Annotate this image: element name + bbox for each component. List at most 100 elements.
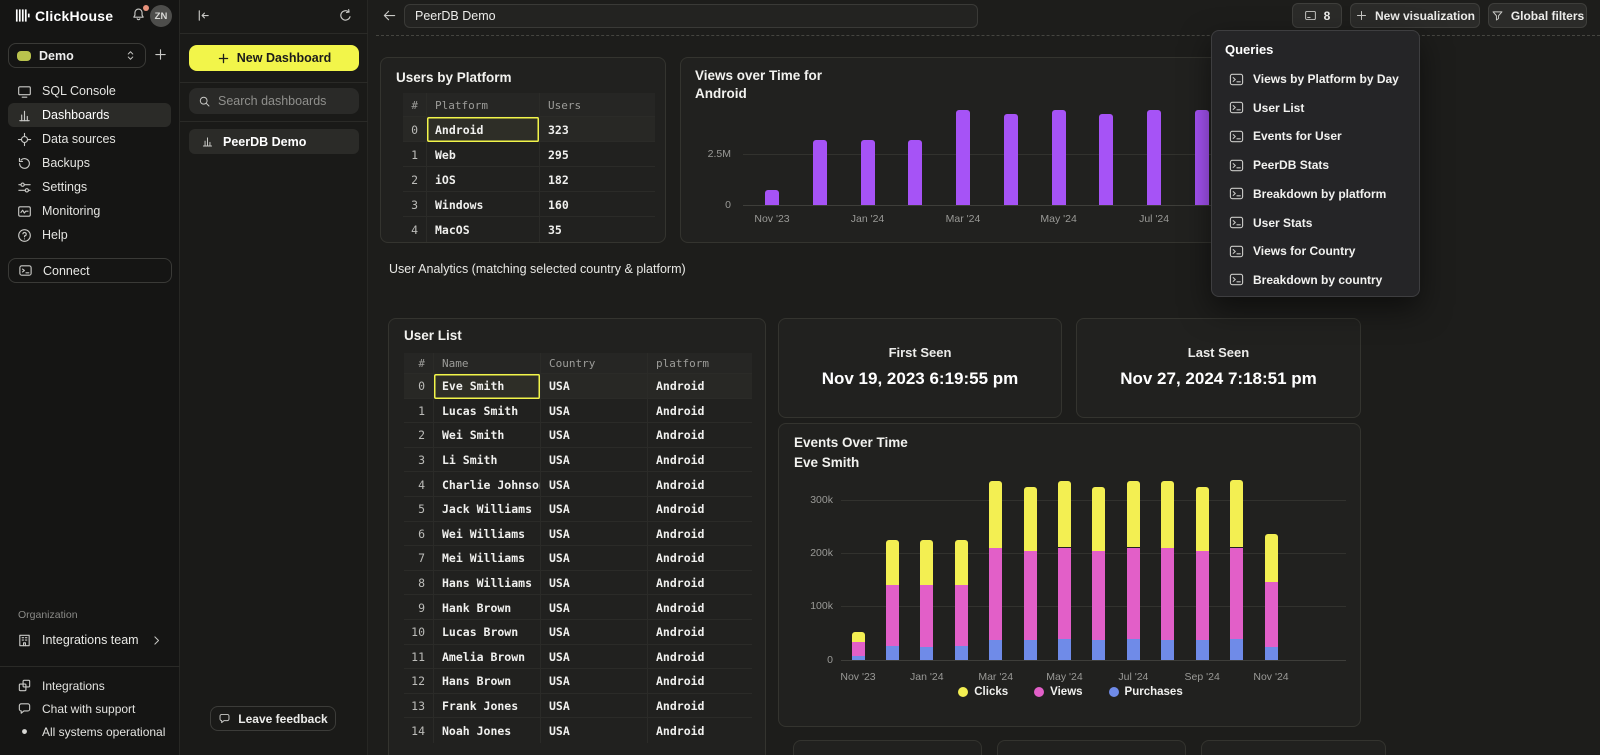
bar-segment-views[interactable] [1023, 551, 1037, 641]
table-row[interactable]: 0 Eve Smith USA Android [404, 374, 752, 399]
cell-country[interactable]: USA [541, 398, 648, 424]
cell-name[interactable]: Frank Jones [434, 693, 541, 719]
cell-platform[interactable]: Android [656, 379, 705, 394]
cell-platform[interactable]: Android [656, 674, 705, 689]
avatar[interactable]: ZN [150, 5, 172, 27]
bar-segment-views[interactable] [1264, 582, 1278, 647]
collapse-panel-icon[interactable] [196, 8, 214, 26]
leave-feedback-button[interactable]: Leave feedback [210, 706, 336, 731]
bar-segment-views[interactable] [1230, 547, 1244, 640]
search-dashboards-input[interactable] [218, 94, 350, 108]
query-item-events-for-user[interactable]: Events for User [1212, 122, 1419, 150]
bar-segment-purchases[interactable] [885, 646, 899, 660]
cell-country[interactable]: USA [541, 472, 648, 497]
table-row[interactable]: 7 Mei Williams USA Android [404, 546, 752, 571]
bar-views[interactable] [908, 140, 923, 205]
sidebar-item-settings[interactable]: Settings [8, 175, 171, 199]
global-filters-button[interactable]: Global filters [1488, 3, 1587, 28]
cell-name[interactable]: Charlie Johnson [434, 472, 541, 497]
cell-platform[interactable]: Windows [427, 192, 540, 217]
back-icon[interactable] [382, 8, 400, 26]
bar-segment-clicks[interactable] [920, 540, 934, 586]
bar-segment-clicks[interactable] [885, 540, 899, 586]
bar-segment-clicks[interactable] [1230, 480, 1244, 548]
bar-segment-purchases[interactable] [1161, 640, 1175, 660]
cell-country[interactable]: USA [541, 496, 648, 522]
bar-segment-purchases[interactable] [954, 646, 968, 660]
bar-views[interactable] [860, 140, 875, 205]
bar-segment-views[interactable] [954, 585, 968, 647]
bar-segment-purchases[interactable] [989, 640, 1003, 660]
cell-country[interactable]: USA [541, 693, 648, 719]
bar-segment-clicks[interactable] [989, 481, 1003, 548]
cell-users[interactable]: 295 [548, 147, 569, 162]
cell-platform[interactable]: Android [656, 502, 705, 517]
bar-segment-views[interactable] [851, 642, 865, 657]
cell-country[interactable]: USA [541, 644, 648, 670]
table-row[interactable]: 12 Hans Brown USA Android [404, 669, 752, 694]
cell-name[interactable]: Wei Williams [434, 521, 541, 547]
bar-segment-views[interactable] [1058, 547, 1071, 640]
cell-country[interactable]: USA [541, 374, 648, 399]
new-dashboard-button[interactable]: New Dashboard [189, 45, 359, 71]
query-item-user-list[interactable]: User List [1212, 94, 1419, 122]
sidebar-item-data-sources[interactable]: Data sources [8, 127, 171, 151]
table-row[interactable]: 5 Jack Williams USA Android [404, 496, 752, 522]
table-row[interactable]: 10 Lucas Brown USA Android [404, 619, 752, 645]
bar-views[interactable] [765, 189, 779, 205]
table-row[interactable]: 3 Li Smith USA Android [404, 447, 752, 473]
bar-views[interactable] [1194, 110, 1209, 205]
query-item-views-for-country[interactable]: Views for Country [1212, 237, 1419, 265]
bar-segment-purchases[interactable] [1058, 639, 1071, 660]
query-item-user-stats[interactable]: User Stats [1212, 209, 1419, 237]
cell-users[interactable]: 160 [548, 197, 569, 212]
table-row[interactable]: 2 iOS 182 [403, 167, 655, 192]
notifications-bell-icon[interactable] [131, 7, 149, 25]
sidebar-item-sql-console[interactable]: SQL Console [8, 79, 171, 103]
sidebar-item-integrations[interactable]: Integrations [8, 674, 171, 697]
query-item-breakdown-by-platform[interactable]: Breakdown by platform [1212, 180, 1419, 208]
bar-segment-purchases[interactable] [1230, 639, 1244, 660]
bar-segment-clicks[interactable] [851, 632, 865, 643]
add-service-button[interactable] [153, 47, 170, 64]
sidebar-item-monitoring[interactable]: Monitoring [8, 199, 171, 223]
cell-platform[interactable]: Android [656, 576, 705, 591]
cell-name[interactable]: Lucas Brown [434, 619, 541, 645]
bar-views[interactable] [812, 140, 827, 205]
bar-segment-clicks[interactable] [954, 539, 968, 586]
bar-segment-views[interactable] [1092, 551, 1106, 641]
cell-platform[interactable]: Android [656, 477, 705, 492]
cell-name[interactable]: Wei Smith [434, 423, 541, 448]
cell-name[interactable]: Mei Williams [434, 546, 541, 571]
queries-count-button[interactable]: 8 [1292, 3, 1342, 28]
cell-platform[interactable]: Android [656, 403, 705, 418]
bar-segment-purchases[interactable] [1092, 640, 1106, 660]
table-row[interactable]: 6 Wei Williams USA Android [404, 521, 752, 547]
sidebar-item-integrations-team[interactable]: Integrations team [8, 629, 172, 651]
refresh-icon[interactable] [338, 8, 356, 26]
bar-segment-purchases[interactable] [1023, 640, 1037, 660]
bar-views[interactable] [1147, 110, 1162, 205]
bar-views[interactable] [1099, 114, 1114, 205]
table-row[interactable]: 1 Web 295 [403, 142, 655, 167]
bar-segment-purchases[interactable] [851, 656, 865, 660]
query-item-breakdown-by-country[interactable]: Breakdown by country [1212, 266, 1419, 294]
bar-segment-views[interactable] [1161, 548, 1175, 641]
cell-platform[interactable]: MacOS [427, 217, 540, 242]
cell-platform[interactable]: Android [656, 723, 705, 738]
table-row[interactable]: 3 Windows 160 [403, 192, 655, 217]
bar-segment-clicks[interactable] [1023, 486, 1037, 552]
cell-name[interactable]: Hans Williams [434, 570, 541, 596]
cell-country[interactable]: USA [541, 619, 648, 645]
cell-users[interactable]: 323 [548, 122, 569, 137]
bar-segment-clicks[interactable] [1126, 481, 1140, 548]
cell-platform[interactable]: iOS [427, 167, 540, 192]
cell-name[interactable]: Amelia Brown [434, 644, 541, 670]
table-row[interactable]: 1 Lucas Smith USA Android [404, 398, 752, 424]
bar-segment-purchases[interactable] [1126, 639, 1140, 660]
sidebar-item-backups[interactable]: Backups [8, 151, 171, 175]
bar-segment-purchases[interactable] [1264, 646, 1278, 660]
bar-segment-clicks[interactable] [1161, 481, 1175, 548]
cell-name[interactable]: Eve Smith [434, 374, 541, 399]
cell-country[interactable]: USA [541, 669, 648, 694]
